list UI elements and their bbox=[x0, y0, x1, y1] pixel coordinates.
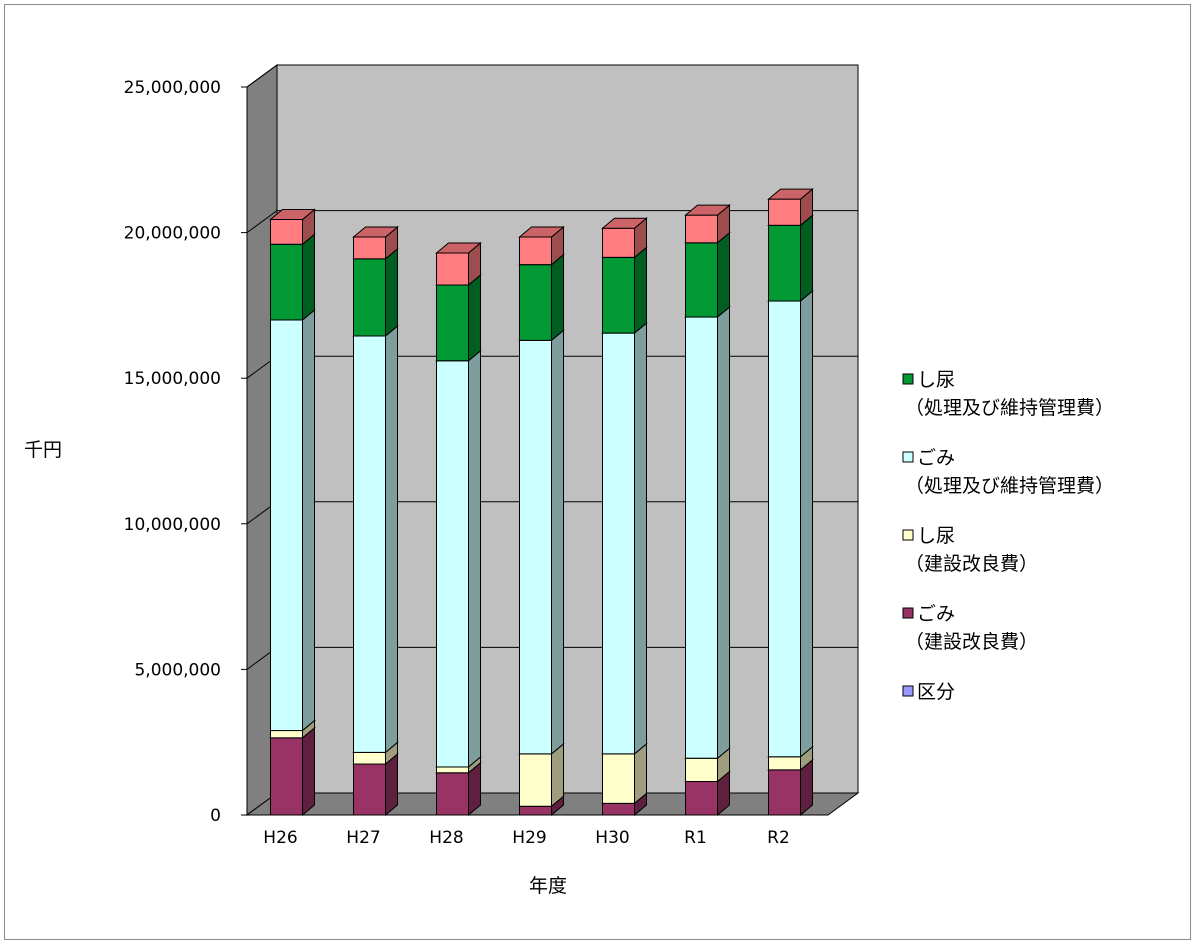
bar-segment bbox=[519, 236, 552, 266]
bar-segment bbox=[353, 335, 386, 753]
bar-segment-top bbox=[352, 226, 399, 238]
bar-segment-top bbox=[435, 242, 482, 254]
bar-segment bbox=[270, 218, 303, 245]
bar-segment-side bbox=[302, 308, 315, 732]
bar-segment-side bbox=[385, 324, 398, 754]
legend-label: 区分 bbox=[917, 681, 955, 703]
bar-segment bbox=[436, 766, 469, 774]
bar-segment-side bbox=[800, 214, 813, 303]
bar-segment bbox=[602, 332, 635, 755]
bar-segment-side bbox=[385, 247, 398, 338]
bar-segment bbox=[519, 753, 552, 807]
y-tick-label: 5,000,000 bbox=[134, 660, 221, 680]
bar-segment bbox=[685, 757, 718, 783]
y-tick-label: 10,000,000 bbox=[124, 515, 221, 535]
x-tick-label: H28 bbox=[429, 828, 463, 848]
bar-segment bbox=[436, 772, 469, 816]
bar-segment bbox=[602, 227, 635, 258]
legend-swatch bbox=[902, 685, 914, 697]
bar-segment bbox=[519, 805, 552, 816]
bar-segment-top bbox=[684, 204, 731, 216]
bar-segment-top bbox=[518, 226, 565, 238]
x-tick-label: H26 bbox=[263, 828, 297, 848]
bar-segment bbox=[436, 252, 469, 286]
bar-segment bbox=[353, 236, 386, 260]
x-tick-label: H29 bbox=[512, 828, 546, 848]
bar-segment bbox=[353, 258, 386, 337]
x-tick-label: R2 bbox=[767, 828, 790, 848]
bar-segment bbox=[768, 224, 801, 302]
y-axis-title: 千円 bbox=[24, 439, 62, 461]
bar-segment-side bbox=[717, 231, 730, 319]
x-tick-label: H30 bbox=[595, 828, 629, 848]
bar-segment-side bbox=[634, 246, 647, 335]
y-tick-label: 20,000,000 bbox=[124, 224, 221, 244]
bar-segment bbox=[519, 339, 552, 755]
legend-label: （処理及び維持管理費） bbox=[905, 397, 1114, 419]
y-tick-label: 25,000,000 bbox=[124, 78, 221, 98]
bar-segment bbox=[270, 319, 303, 732]
bar-segment-top bbox=[269, 208, 316, 220]
bar-segment bbox=[519, 264, 552, 341]
bar-segment bbox=[436, 284, 469, 362]
bar-segment bbox=[685, 316, 718, 759]
legend-label: し尿 bbox=[917, 525, 955, 547]
bar-segment-top bbox=[601, 217, 648, 229]
legend-label: ごみ bbox=[917, 447, 955, 469]
bar-segment bbox=[685, 242, 718, 318]
bar-segment bbox=[353, 751, 386, 765]
bar-segment bbox=[270, 243, 303, 321]
bar-segment-top bbox=[767, 188, 814, 200]
legend-swatch bbox=[902, 373, 914, 385]
bar-segment bbox=[602, 802, 635, 816]
legend-label: （建設改良費） bbox=[905, 631, 1038, 653]
bar-segment-side bbox=[468, 273, 481, 362]
bar-segment bbox=[353, 763, 386, 816]
bar-segment bbox=[602, 256, 635, 334]
legend-label: （建設改良費） bbox=[905, 553, 1038, 575]
bar-segment-side bbox=[551, 329, 564, 755]
bar-segment-side bbox=[468, 349, 481, 769]
bar-segment bbox=[602, 753, 635, 804]
legend-swatch bbox=[902, 529, 914, 541]
x-tick-label: R1 bbox=[684, 828, 707, 848]
bar-segment bbox=[270, 730, 303, 739]
bar-segment bbox=[685, 781, 718, 816]
x-tick-label: H27 bbox=[346, 828, 380, 848]
y-tick-label: 0 bbox=[210, 806, 221, 826]
bar-segment bbox=[768, 756, 801, 771]
y-tick-label: 15,000,000 bbox=[124, 369, 221, 389]
bar-segment-side bbox=[551, 253, 564, 342]
bar-segment-side bbox=[634, 321, 647, 755]
bar-segment-side bbox=[800, 289, 813, 758]
gridline bbox=[246, 64, 858, 88]
legend-label: ごみ bbox=[917, 603, 955, 625]
bar-segment-side bbox=[302, 233, 315, 322]
bar-segment bbox=[768, 300, 801, 758]
x-axis-title: 年度 bbox=[529, 875, 567, 897]
gridline bbox=[246, 210, 858, 234]
legend-swatch bbox=[902, 451, 914, 463]
legend-swatch bbox=[902, 607, 914, 619]
bar-segment bbox=[685, 214, 718, 244]
bar-segment bbox=[436, 360, 469, 768]
bar-segment-side bbox=[302, 726, 315, 817]
bar-segment bbox=[768, 198, 801, 226]
legend-label: し尿 bbox=[917, 369, 955, 391]
legend-label: （処理及び維持管理費） bbox=[905, 475, 1114, 497]
bar-segment-side bbox=[717, 305, 730, 760]
bar-segment-side bbox=[551, 742, 564, 808]
bar-segment bbox=[768, 769, 801, 816]
bar-segment bbox=[270, 737, 303, 816]
